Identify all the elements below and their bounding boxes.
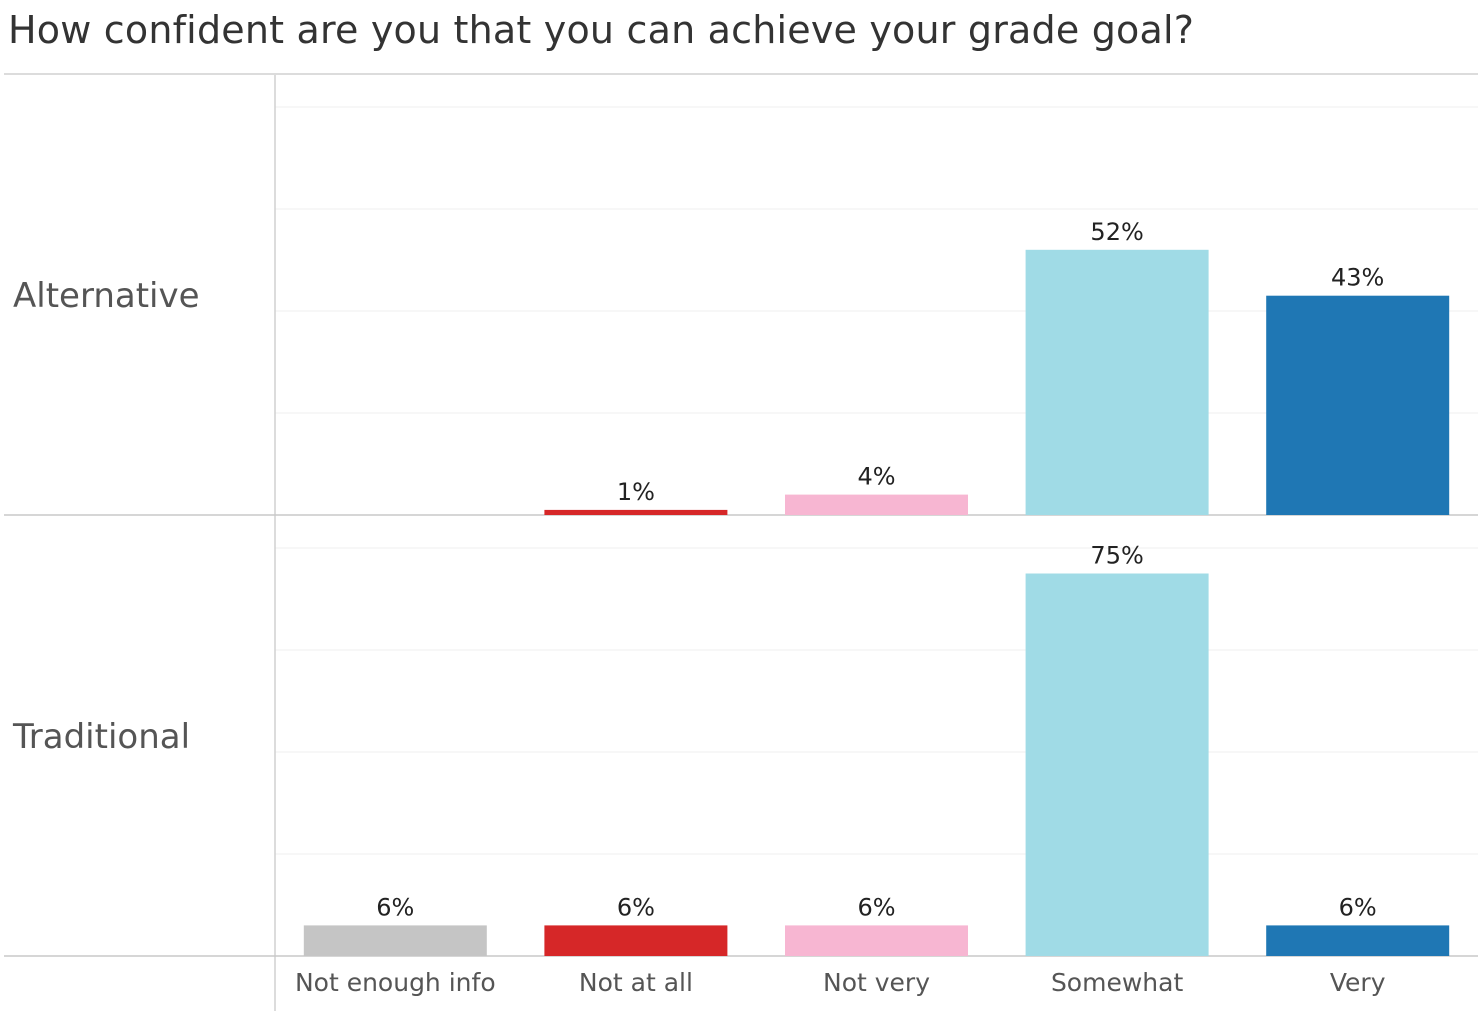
- category-tick-label: Not enough info: [295, 968, 496, 997]
- bar-alternative-4: [1025, 249, 1209, 516]
- data-label: 6%: [617, 893, 655, 921]
- category-tick-label: Not at all: [579, 968, 693, 997]
- data-label: 52%: [1090, 218, 1143, 246]
- data-label: 6%: [376, 893, 414, 921]
- bar-traditional-1: [303, 925, 487, 956]
- bar-alternative-2: [544, 509, 728, 515]
- data-label: 43%: [1331, 264, 1384, 292]
- bar-traditional-2: [544, 925, 728, 956]
- grid-layer: [275, 106, 1478, 855]
- bar-layer: [303, 249, 1450, 956]
- bar-alternative-5: [1266, 295, 1450, 515]
- data-label: 4%: [857, 463, 895, 491]
- chart-title: How confident are you that you can achie…: [8, 8, 1195, 52]
- row-label-traditional: Traditional: [12, 717, 190, 757]
- bar-traditional-3: [785, 925, 968, 956]
- row-label-alternative: Alternative: [13, 276, 200, 316]
- bar-traditional-4: [1025, 573, 1209, 956]
- bar-traditional-5: [1266, 925, 1450, 956]
- label-layer: Alternative 1% 4% 52% 43% Traditional 6% 6% 6% 75…: [12, 218, 1386, 997]
- axis-layer: [4, 73, 1478, 1011]
- data-label: 6%: [1339, 893, 1377, 921]
- category-tick-label: Not very: [823, 968, 930, 997]
- data-label: 1%: [617, 478, 655, 506]
- data-label: 6%: [857, 893, 895, 921]
- bar-alternative-3: [785, 494, 968, 515]
- category-tick-label: Somewhat: [1051, 968, 1184, 997]
- data-label: 75%: [1090, 542, 1143, 570]
- category-tick-label: Very: [1330, 968, 1386, 997]
